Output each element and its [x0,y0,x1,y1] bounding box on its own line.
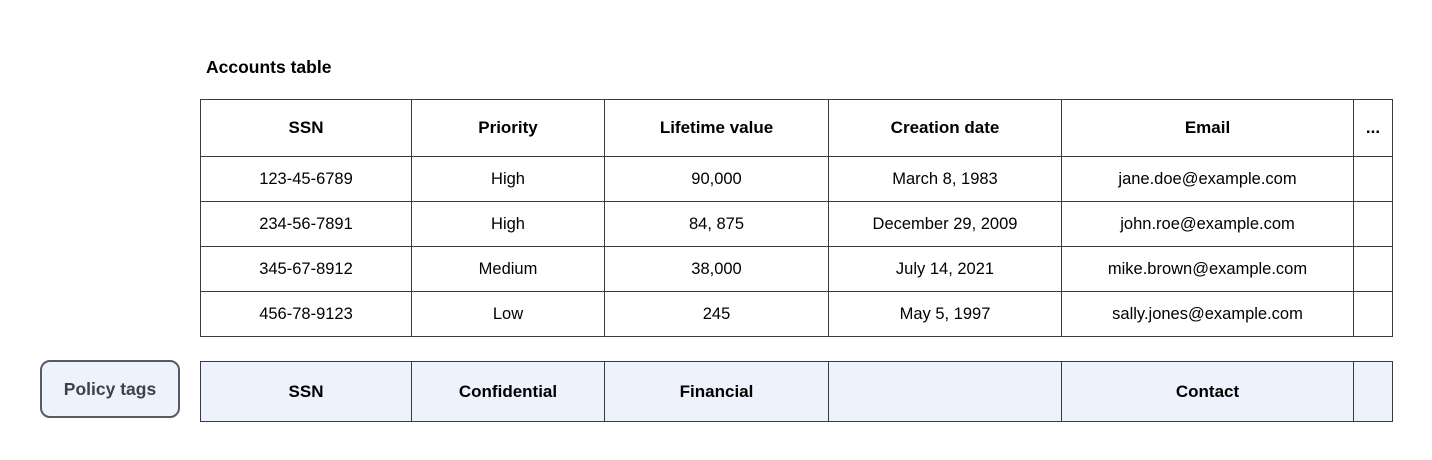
policy-tag-empty [829,362,1062,422]
table-cell-priority: High [412,202,605,247]
policy-tag-ssn: SSN [201,362,412,422]
table-cell-lifetime: 84, 875 [605,202,829,247]
table-cell-lifetime: 38,000 [605,247,829,292]
policy-tags-button[interactable]: Policy tags [40,360,180,418]
column-header-ssn: SSN [201,100,412,157]
policy-tag-confidential: Confidential [412,362,605,422]
table-cell-priority: High [412,157,605,202]
column-header-email: Email [1062,100,1354,157]
table-cell-creation-date: May 5, 1997 [829,292,1062,337]
column-header-lifetime-value: Lifetime value [605,100,829,157]
table-cell-priority: Low [412,292,605,337]
table-cell-creation-date: December 29, 2009 [829,202,1062,247]
table-cell-creation-date: March 8, 1983 [829,157,1062,202]
table-cell-ssn: 123-45-6789 [201,157,412,202]
table-cell-more [1354,202,1393,247]
table-cell-ssn: 345-67-8912 [201,247,412,292]
table-cell-ssn: 456-78-9123 [201,292,412,337]
table-cell-lifetime: 245 [605,292,829,337]
policy-tag-empty-last [1354,362,1393,422]
policy-tags-row: SSN Confidential Financial Contact [200,361,1393,422]
accounts-table: SSN Priority Lifetime value Creation dat… [200,99,1393,337]
table-cell-email: sally.jones@example.com [1062,292,1354,337]
table-cell-email: mike.brown@example.com [1062,247,1354,292]
table-cell-ssn: 234-56-7891 [201,202,412,247]
policy-tag-financial: Financial [605,362,829,422]
table-cell-email: john.roe@example.com [1062,202,1354,247]
table-cell-lifetime: 90,000 [605,157,829,202]
accounts-table-title: Accounts table [206,57,332,77]
table-cell-more [1354,292,1393,337]
table-cell-more [1354,157,1393,202]
column-header-more-ellipsis: ... [1354,100,1393,157]
table-cell-creation-date: July 14, 2021 [829,247,1062,292]
table-cell-more [1354,247,1393,292]
column-header-priority: Priority [412,100,605,157]
table-cell-email: jane.doe@example.com [1062,157,1354,202]
policy-tag-contact: Contact [1062,362,1354,422]
policy-tags-button-label: Policy tags [63,378,157,399]
column-header-creation-date: Creation date [829,100,1062,157]
table-cell-priority: Medium [412,247,605,292]
